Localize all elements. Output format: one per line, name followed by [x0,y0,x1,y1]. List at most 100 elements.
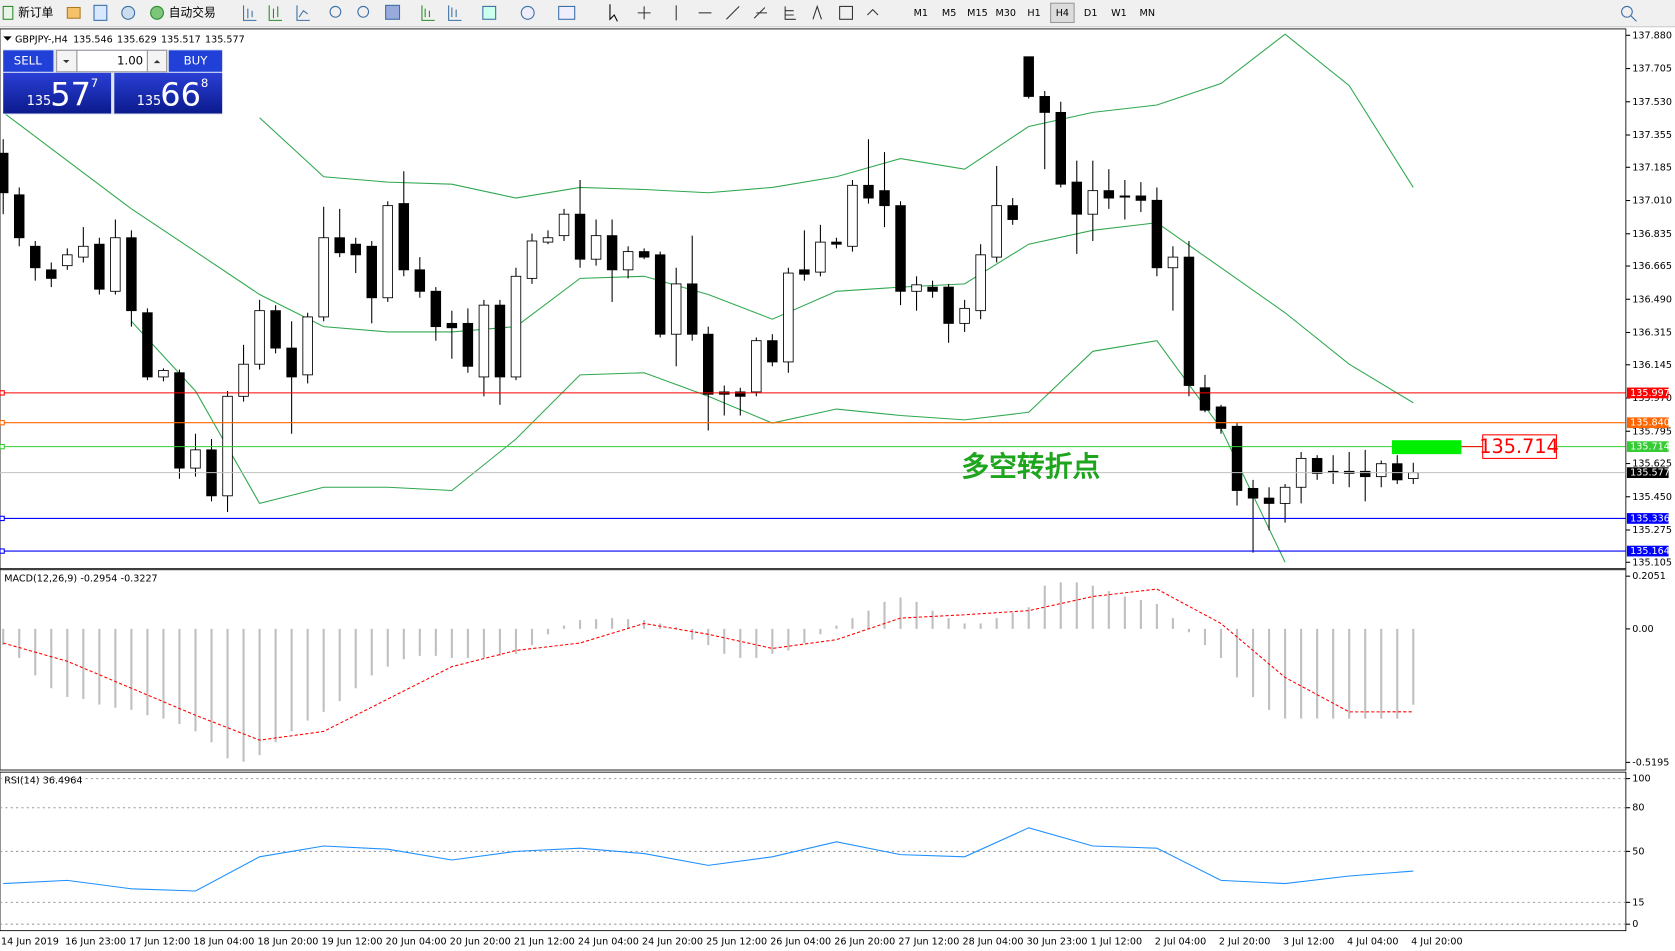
candle-body [366,245,377,299]
icon[interactable] [357,5,370,18]
icon[interactable] [421,5,435,21]
icon[interactable] [93,4,108,21]
candle-body [94,243,105,290]
icon[interactable] [482,5,497,20]
candle-body [751,340,762,393]
toolbar-button[interactable]: 自动交易 [169,5,216,19]
candle-body [1311,457,1323,474]
icon[interactable] [1621,5,1633,18]
icon[interactable] [296,5,310,21]
icon[interactable] [268,5,283,21]
x-tick-label: 26 Jun 04:00 [770,936,831,947]
y-tick-label: 136.665 [1632,261,1672,272]
timeframe-button[interactable]: M15 [967,8,988,19]
icon[interactable] [609,4,618,22]
level-label-box [1626,417,1669,429]
timeframe-button[interactable]: H4 [1056,8,1069,19]
candle-body [991,205,1002,258]
timeframe-button[interactable]: M1 [914,8,928,19]
candle-body [1247,487,1259,499]
level-handle [0,390,5,396]
collapse-arrow[interactable] [3,36,12,41]
candle-body [302,316,313,376]
candle-body [1392,463,1403,481]
x-tick-label: 19 Jun 12:00 [322,936,383,947]
timeframe-button[interactable]: M30 [995,8,1016,19]
bid-label-box [1626,467,1669,479]
timeframe-button[interactable]: MN [1140,8,1155,19]
chart-title: GBPJPY-,H4 [15,35,68,46]
x-tick-label: 14 Jun 2019 [1,936,59,947]
y-tick-label: 136.490 [1632,294,1672,305]
icon[interactable] [812,4,822,20]
x-tick-label: 16 Jun 23:00 [65,936,126,947]
x-tick-label: 24 Jun 20:00 [642,936,703,947]
y-tick-label: 137.530 [1632,97,1672,108]
candle-body [510,275,522,378]
toolbar-button[interactable]: 新订单 [18,5,53,19]
candle-body [959,307,970,324]
icon[interactable] [753,7,767,19]
timeframe-button[interactable]: W1 [1111,8,1127,19]
icon[interactable] [329,5,342,18]
candle-body [1007,205,1018,220]
highlight-box [1391,440,1462,455]
icon[interactable] [385,4,401,20]
candle-body [30,245,41,269]
x-tick-label: 28 Jun 04:00 [962,936,1023,947]
timeframe-button[interactable]: M5 [942,8,956,19]
icon[interactable] [66,6,81,19]
candle-body [1151,199,1163,269]
candle-body [606,235,618,271]
candle-body [1215,406,1227,429]
y-tick-label: 0 [1632,919,1638,930]
candle-body [735,391,746,397]
rsi-line [3,827,1414,892]
icon[interactable] [726,6,740,20]
candle-body [414,269,426,292]
ask-small: 8 [201,76,208,90]
icon[interactable] [150,5,164,20]
candle-body [398,203,410,271]
icon[interactable] [121,5,136,20]
candle-body [654,254,666,335]
candle-body [446,322,458,329]
icon[interactable] [558,5,576,20]
bid-box[interactable] [3,72,112,114]
candle-body [1087,190,1099,215]
callout-label: 135.714 [1479,435,1559,458]
level-label: 135.336 [1630,513,1670,524]
y-tick-label: 135.795 [1632,426,1672,437]
candle-body [1375,463,1387,478]
buy-button[interactable] [168,50,223,72]
candle-body [382,205,394,299]
icon[interactable] [637,6,651,20]
icon[interactable] [1630,15,1637,22]
icon[interactable] [839,5,853,20]
icon[interactable] [448,5,462,21]
sell-button[interactable] [3,50,54,72]
candle-body [270,310,281,349]
icon[interactable] [243,5,257,21]
ask-box[interactable] [114,72,223,114]
buy-label[interactable]: BUY [184,54,209,68]
sell-label[interactable]: SELL [14,54,42,68]
low-value: 135.517 [161,35,201,46]
timeframe-button[interactable]: H1 [1027,8,1040,19]
candle-body [783,272,794,363]
x-tick-label: 26 Jun 20:00 [834,936,895,947]
candle-body [686,283,698,335]
candle-body [542,237,554,243]
icon[interactable] [867,8,879,16]
icon[interactable] [784,6,796,20]
timeframe-button[interactable]: D1 [1084,8,1097,19]
icon[interactable] [520,5,535,20]
lots-value[interactable]: 1.00 [117,54,143,68]
candle-body [46,269,57,279]
macd-value: -0.2954 [80,573,117,584]
icon[interactable] [2,5,14,20]
x-tick-label: 2 Jul 04:00 [1155,936,1206,947]
y-tick-label: 135.105 [1632,557,1672,568]
level-label: 135.840 [1630,418,1670,429]
